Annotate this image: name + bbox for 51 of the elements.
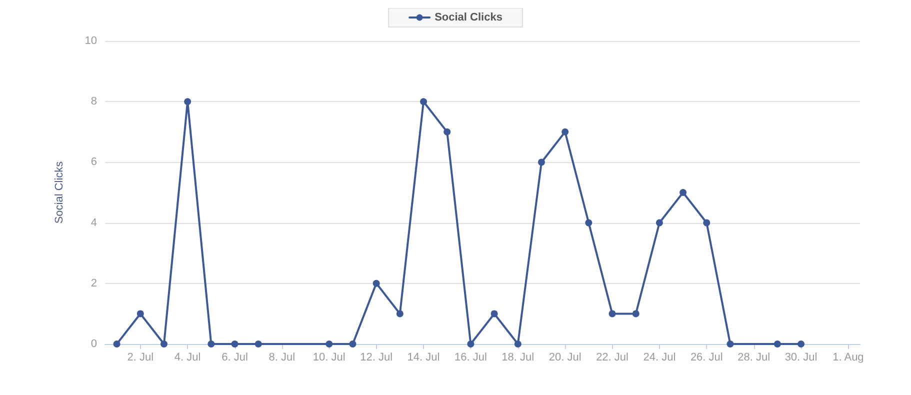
x-tick-label: 1. Aug xyxy=(832,352,864,364)
x-tick-label: 26. Jul xyxy=(690,352,723,364)
x-tick-label: 6. Jul xyxy=(222,352,248,364)
point xyxy=(562,128,569,136)
x-tick-label: 28. Jul xyxy=(738,352,770,364)
x-tick-label: 10. Jul xyxy=(312,352,346,364)
point xyxy=(396,310,404,318)
x-tick-label: 8. Jul xyxy=(268,352,296,364)
point xyxy=(254,340,262,348)
point xyxy=(160,340,168,348)
point xyxy=(184,98,192,106)
point xyxy=(208,340,215,348)
legend-label: Social Clicks xyxy=(434,12,502,24)
y-tick-label: 8 xyxy=(90,96,97,108)
point xyxy=(726,340,734,348)
y-axis-title: Social Clicks xyxy=(54,160,66,224)
point xyxy=(514,340,522,348)
y-tick-label: 6 xyxy=(90,156,97,168)
point xyxy=(349,340,356,348)
x-tick-label: 12. Jul xyxy=(360,352,393,364)
point xyxy=(444,128,451,136)
point xyxy=(585,219,592,226)
point xyxy=(420,98,428,106)
point xyxy=(703,219,710,226)
x-tick-label: 20. Jul xyxy=(548,352,582,364)
x-tick-label: 18. Jul xyxy=(502,352,534,364)
y-tick-label: 2 xyxy=(90,277,97,290)
point xyxy=(608,310,616,318)
point xyxy=(372,280,380,287)
x-tick-label: 30. Jul xyxy=(784,352,818,364)
x-tick-label: 14. Jul xyxy=(407,352,440,364)
point xyxy=(467,340,474,348)
point xyxy=(798,340,805,348)
x-tick-label: 2. Jul xyxy=(127,352,154,364)
y-tick-label: 4 xyxy=(90,216,97,229)
point xyxy=(632,310,640,318)
point xyxy=(774,340,781,348)
x-tick-label: 22. Jul xyxy=(596,352,628,364)
x-tick-label: 4. Jul xyxy=(174,352,201,364)
point xyxy=(136,310,144,318)
y-tick-label: 10 xyxy=(84,35,97,47)
x-tick-label: 16. Jul xyxy=(454,352,487,364)
point xyxy=(680,189,687,196)
point xyxy=(231,340,238,348)
point xyxy=(490,310,498,318)
point xyxy=(326,340,333,348)
point xyxy=(113,340,120,348)
x-tick-label: 24. Jul xyxy=(643,352,676,364)
point xyxy=(538,158,545,166)
point xyxy=(656,219,663,226)
y-tick-label: 0 xyxy=(90,338,97,350)
